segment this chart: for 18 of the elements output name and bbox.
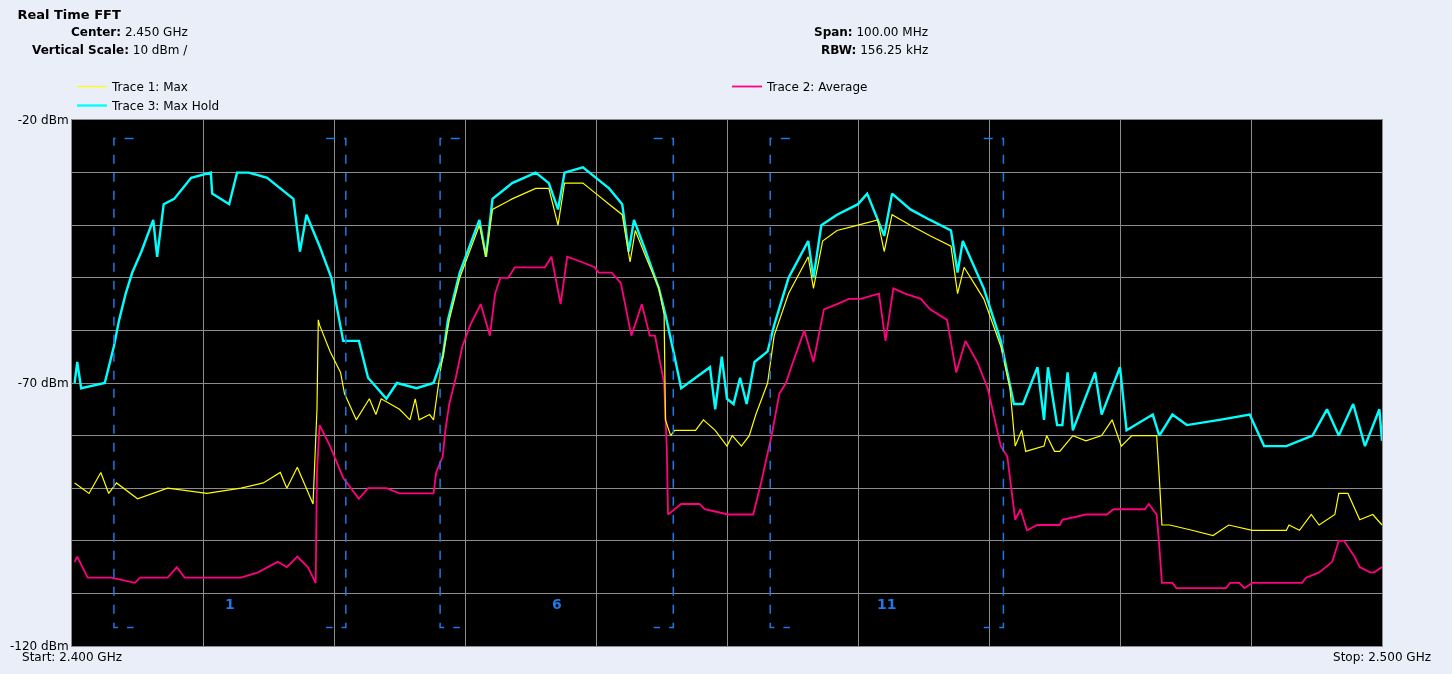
text: Span: 100.00 MHz (814, 25, 928, 39)
y-tick-label: -20 dBm (17, 113, 69, 128)
y-tick-label: -70 dBm (17, 376, 69, 391)
chart-title: Real Time FFT (17, 7, 121, 23)
line-series (73, 166, 1382, 448)
text: RBW: 156.25 kHz (821, 43, 929, 57)
annotation: 6 (552, 596, 562, 612)
annotation: 1 (225, 596, 235, 612)
legend-label: Trace 3: Max Hold (111, 99, 220, 114)
line-series (73, 255, 1382, 590)
x-tick-label: Start: 2.400 GHz (22, 650, 122, 665)
x-tick-label: Stop: 2.500 GHz (1333, 650, 1431, 665)
legend-label: Trace 2: Average (766, 80, 868, 95)
annotation: 11 (877, 596, 897, 612)
text: Vertical Scale: 10 dBm / (32, 43, 189, 57)
line-series (74, 182, 1382, 537)
legend-label: Trace 1: Max (111, 80, 188, 95)
text: Center: 2.450 GHz (71, 25, 188, 39)
